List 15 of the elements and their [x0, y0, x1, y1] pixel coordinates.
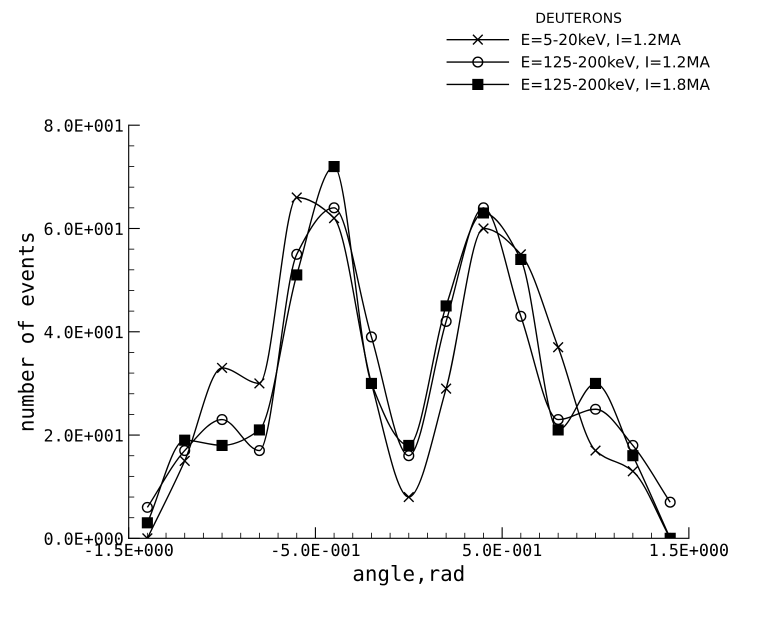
y-tick-label: 8.0E+001 [44, 119, 123, 132]
y-tick-label: 0.0E+000 [44, 532, 123, 545]
x-tick-label: 5.0E-001 [463, 544, 542, 556]
x-tick-label: -1.5E+000 [86, 544, 173, 556]
y-axis-title: number of events [18, 234, 34, 430]
x-tick-label: 1.5E+000 [650, 544, 728, 556]
legend-title: DEUTERONS [536, 12, 622, 24]
x-axis-title: angle,rad [354, 564, 464, 586]
y-tick-label: 6.0E+001 [44, 222, 123, 236]
legend-label: E=125-200keV, I=1.8MA [522, 78, 710, 92]
y-tick-label: 2.0E+001 [44, 429, 123, 442]
legend-label: E=125-200keV, I=1.2MA [522, 56, 710, 70]
legend-label: E=5-20keV, I=1.2MA [522, 33, 681, 47]
x-tick-label: -5.0E-001 [273, 544, 360, 556]
y-tick-label: 4.0E+001 [44, 326, 123, 338]
